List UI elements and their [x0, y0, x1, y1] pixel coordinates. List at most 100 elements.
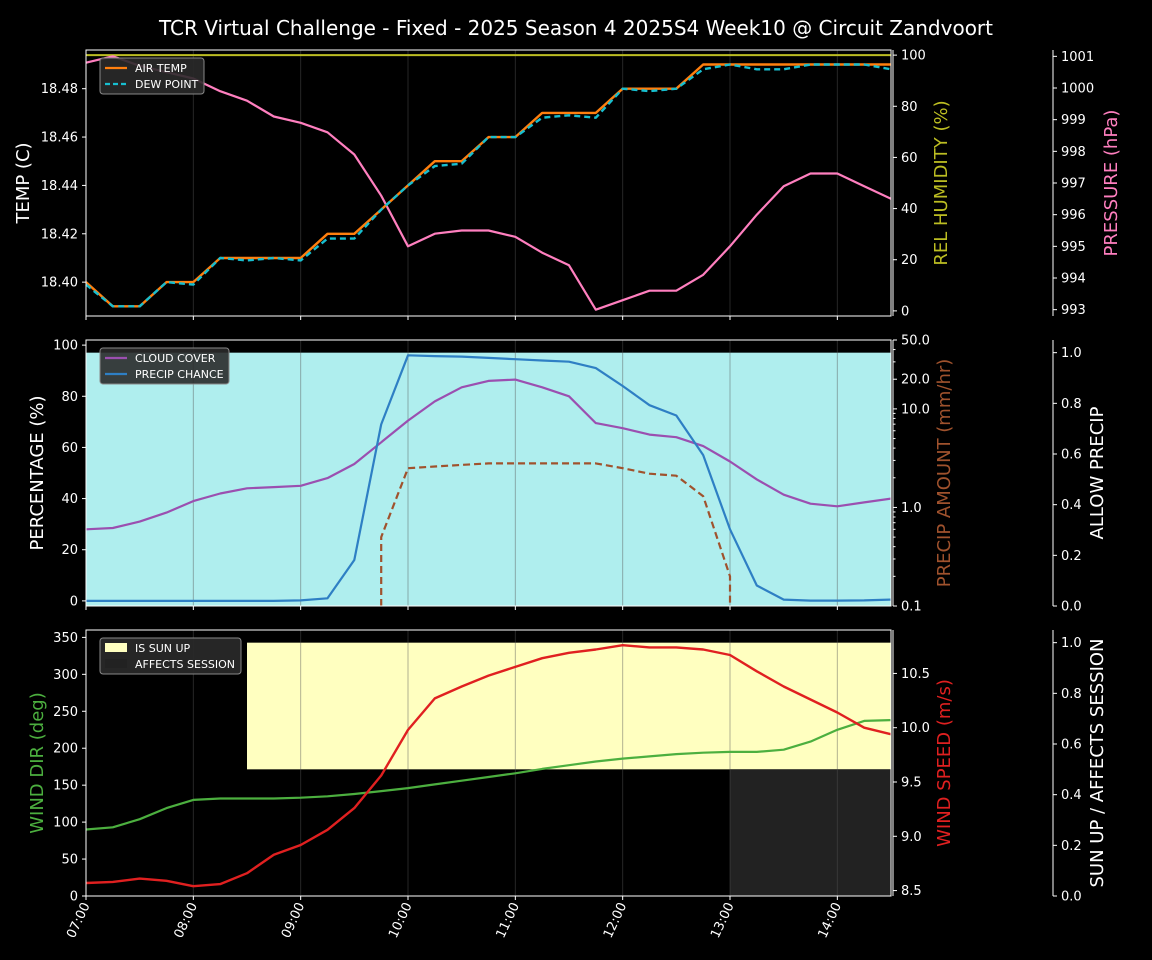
left-tick-label: 40	[61, 492, 78, 507]
legend-precipitation-label: CLOUD COVER	[135, 352, 216, 365]
left-tick-label: 250	[53, 705, 78, 720]
left-tick-label: 50	[61, 853, 78, 868]
allow-precip-axis-tick-label: 0.4	[1061, 498, 1082, 513]
sun-up-axis-tick-label: 0.0	[1061, 890, 1082, 905]
sun-up-axis-tick-label: 0.4	[1061, 788, 1082, 803]
pressure-axis-tick-label: 995	[1061, 240, 1086, 255]
legend-wind-label: AFFECTS SESSION	[135, 658, 235, 671]
grid-layer	[85, 50, 838, 896]
allow-precip-axis-tick-label: 0.6	[1061, 448, 1082, 463]
legend-precipitation-box	[99, 347, 230, 385]
left-tick-label: 100	[53, 339, 78, 354]
precip-amount-axis-tick-label: 50.0	[901, 334, 930, 349]
left-tick-label: 100	[53, 816, 78, 831]
x-tick-label: 14:00	[816, 900, 845, 940]
precip-amount-axis-tick-label: 20.0	[901, 373, 930, 388]
legend-wind: IS SUN UP AFFECTS SESSION	[99, 637, 242, 675]
left-tick-label: 350	[53, 631, 78, 646]
legend-wind-label: IS SUN UP	[135, 642, 191, 655]
background-layer	[86, 352, 891, 896]
humidity-axis-tick-label: 60	[901, 151, 918, 166]
legend-wind-swatch	[105, 643, 127, 652]
left-tick-label: 0	[70, 890, 78, 905]
left-tick-label: 18.42	[41, 227, 78, 242]
wind-speed-axis-title: WIND SPEED (m/s)	[934, 679, 955, 847]
legend-temperature-label: AIR TEMP	[135, 62, 187, 75]
x-tick-label: 11:00	[494, 900, 523, 940]
humidity-axis-tick-label: 40	[901, 202, 918, 217]
allow-precip-axis-title: ALLOW PRECIP	[1087, 406, 1108, 539]
humidity-axis-tick-label: 0	[901, 304, 909, 319]
wind-speed-axis-tick-label: 9.0	[901, 830, 922, 845]
left-axis-title: TEMP (C)	[13, 142, 34, 224]
left-tick-label: 200	[53, 742, 78, 757]
x-tick-label: 08:00	[172, 900, 201, 940]
legend-temperature: AIR TEMP DEW POINT	[99, 57, 205, 95]
sun-up-axis-tick-label: 0.6	[1061, 738, 1082, 753]
x-tick-label: 09:00	[279, 900, 308, 940]
legend-precipitation-label: PRECIP CHANCE	[135, 368, 224, 381]
x-tick-label: 07:00	[64, 900, 93, 940]
dew-point-line	[85, 63, 892, 308]
axes-layer: 18.40 18.42 18.44 18.46 18.48 TEMP (C) 0 20 40 60…	[13, 49, 1122, 941]
humidity-axis-title: REL HUMIDITY (%)	[931, 100, 952, 265]
pressure-axis-tick-label: 1000	[1061, 82, 1094, 97]
precip-amount-line	[380, 462, 732, 606]
sun-up-axis-tick-label: 0.2	[1061, 839, 1082, 854]
left-tick-label: 0	[70, 594, 78, 609]
x-tick-label: 12:00	[601, 900, 630, 940]
wind-speed-axis-tick-label: 8.5	[901, 884, 922, 899]
precip-amount-axis-tick-label: 1.0	[901, 501, 922, 516]
pressure-axis-tick-label: 994	[1061, 272, 1086, 287]
wind-speed-axis-tick-label: 10.0	[901, 721, 930, 736]
sun-up-area	[247, 642, 891, 770]
wind-speed-axis-tick-label: 10.5	[901, 667, 930, 682]
wind-dir-line	[85, 719, 892, 831]
panel-frame-1	[85, 49, 892, 317]
x-tick-label: 10:00	[386, 900, 415, 940]
wind-speed-axis-tick-label: 9.5	[901, 776, 922, 791]
left-tick-label: 150	[53, 779, 78, 794]
allow-precip-axis-tick-label: 1.0	[1061, 346, 1082, 361]
left-tick-label: 18.44	[41, 179, 78, 194]
left-tick-label: 80	[61, 390, 78, 405]
sun-up-axis-tick-label: 1.0	[1061, 636, 1082, 651]
chart-title: TCR Virtual Challenge - Fixed - 2025 Sea…	[158, 16, 993, 40]
pressure-axis-tick-label: 999	[1061, 113, 1086, 128]
left-axis-title: PERCENTAGE (%)	[27, 395, 48, 550]
allow-precip-axis-tick-label: 0.0	[1061, 600, 1082, 615]
precip-amount-axis-tick-label: 10.0	[901, 402, 930, 417]
left-tick-label: 300	[53, 668, 78, 683]
left-tick-label: 18.40	[41, 276, 78, 291]
precip-amount-axis-title: PRECIP AMOUNT (mm/hr)	[934, 359, 955, 588]
x-tick-label: 13:00	[708, 900, 737, 940]
pressure-axis-tick-label: 998	[1061, 145, 1086, 160]
left-tick-label: 20	[61, 543, 78, 558]
legend-layer: AIR TEMP DEW POINT CLOUD COVER PRECIP CHANC…	[99, 57, 242, 675]
pressure-axis-tick-label: 1001	[1061, 50, 1094, 65]
precip-chance-line	[86, 354, 892, 603]
allow-precip-axis-tick-label: 0.8	[1061, 397, 1082, 412]
allow-precip-area	[86, 352, 891, 606]
pressure-axis-title: PRESSURE (hPa)	[1101, 110, 1122, 257]
pressure-axis-tick-label: 997	[1061, 177, 1086, 192]
humidity-axis-tick-label: 80	[901, 100, 918, 115]
legend-wind-swatch	[105, 659, 127, 668]
pressure-axis-tick-label: 996	[1061, 208, 1086, 223]
left-tick-label: 60	[61, 441, 78, 456]
wind-speed-line	[85, 644, 892, 888]
pressure-line	[85, 55, 892, 311]
left-tick-label: 18.46	[41, 131, 78, 146]
pressure-axis-tick-label: 993	[1061, 303, 1086, 318]
cloud-cover-line	[85, 378, 892, 531]
sun-up-axis-title: SUN UP / AFFECTS SESSION	[1087, 638, 1108, 887]
humidity-axis-tick-label: 20	[901, 253, 918, 268]
left-axis-title: WIND DIR (deg)	[27, 692, 48, 834]
affects-session-area	[730, 769, 891, 896]
legend-wind-box	[99, 637, 242, 675]
legend-temperature-label: DEW POINT	[135, 78, 199, 91]
series-layer	[85, 54, 892, 888]
left-tick-label: 18.48	[41, 82, 78, 97]
sun-up-axis-tick-label: 0.8	[1061, 687, 1082, 702]
